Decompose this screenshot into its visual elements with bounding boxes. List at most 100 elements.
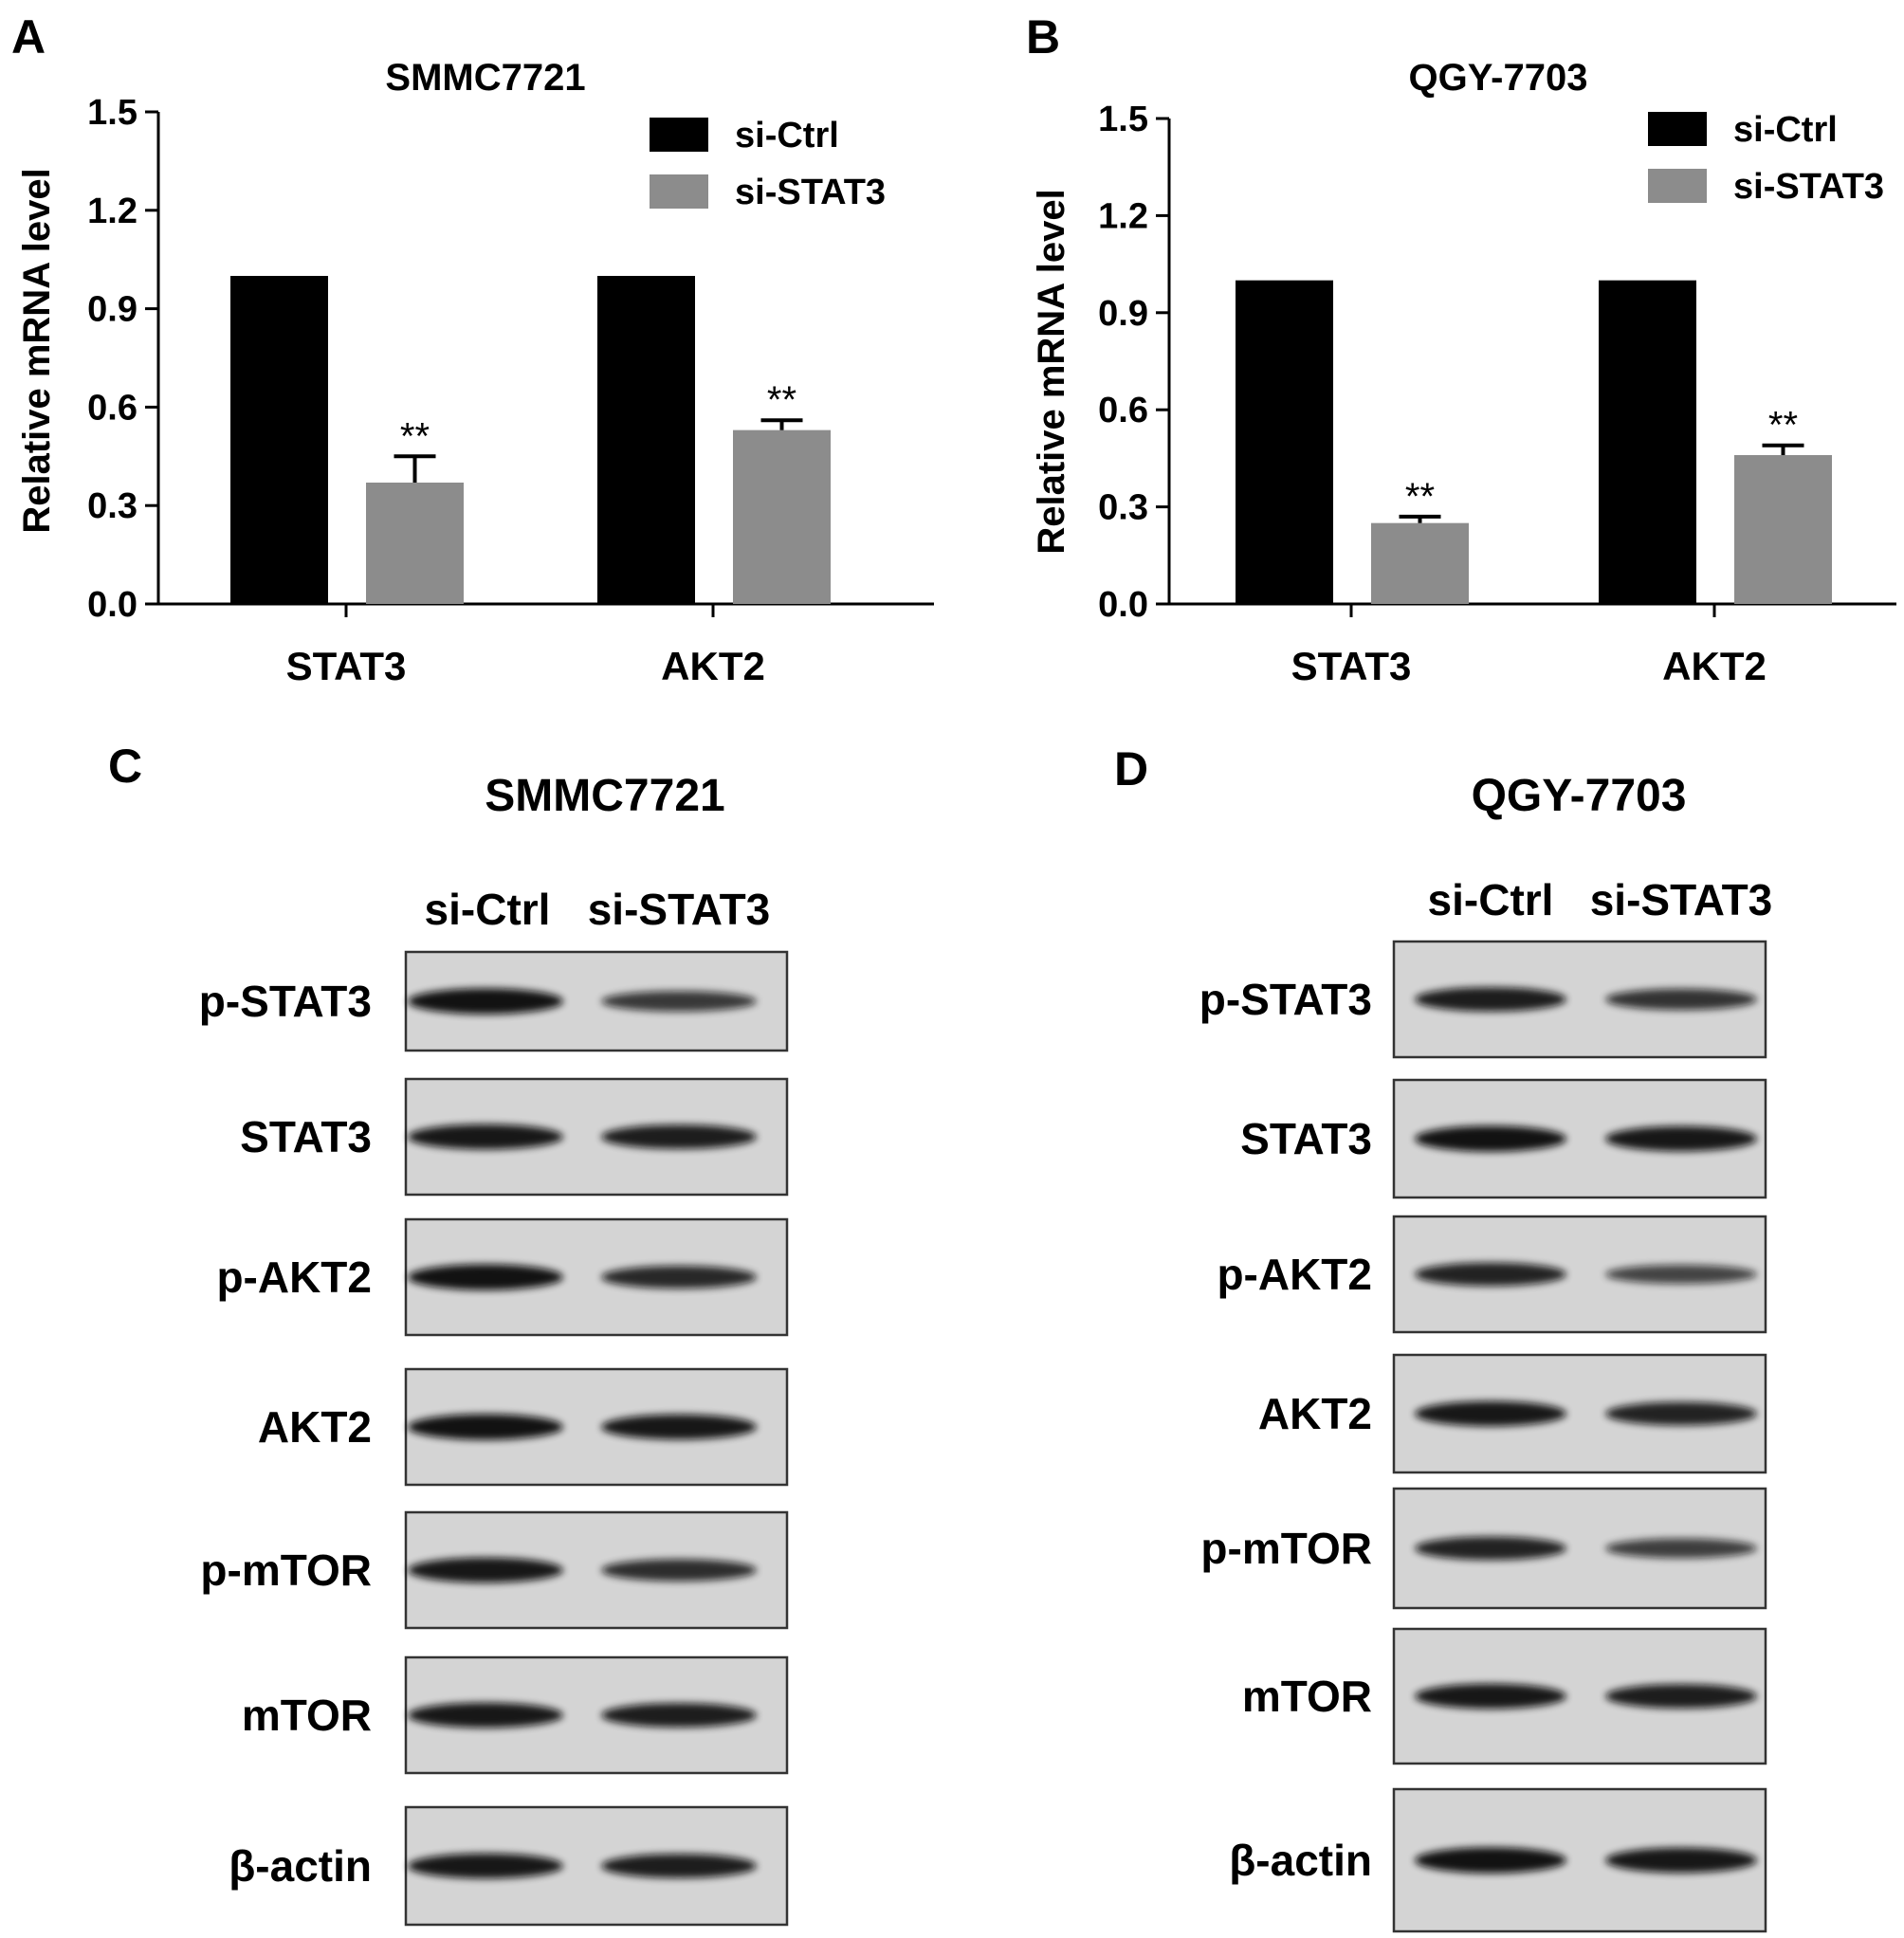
blot-band: [1415, 1847, 1566, 1874]
blot-band: [408, 988, 563, 1015]
blot-band: [601, 1854, 757, 1878]
blot-row: p-STAT3: [199, 950, 789, 1052]
blot-row-label: β-actin: [1229, 1836, 1372, 1885]
blot-band: [601, 1266, 757, 1289]
blot-band: [1605, 1265, 1757, 1284]
blot-row: STAT3: [240, 1077, 789, 1197]
blot-row-label: AKT2: [258, 1402, 372, 1452]
y-tick-label: 0.9: [1098, 294, 1148, 334]
blot-band: [1605, 1401, 1757, 1426]
blot-title: QGY-7703: [1472, 771, 1687, 821]
blot-band: [1415, 1536, 1566, 1561]
western-blot-qgy7703: QGY-7703 si-Ctrl si-STAT3 p-STAT3 STAT3 p-A…: [1199, 771, 1773, 1933]
blot-row: p-mTOR: [200, 1510, 789, 1630]
chart-title: SMMC7721: [385, 57, 585, 99]
bar-si-ctrl-stat3: [230, 276, 328, 604]
y-tick-label: 0.0: [87, 585, 137, 625]
bar-si-stat3-stat3: [1371, 522, 1469, 604]
lane-label: si-Ctrl: [1428, 875, 1554, 924]
blot-row-label: p-AKT2: [216, 1252, 372, 1302]
blot-row: mTOR: [242, 1655, 789, 1775]
legend-swatch: [650, 118, 708, 152]
y-tick-label: 1.5: [87, 93, 137, 133]
blot-row: mTOR: [1242, 1627, 1767, 1765]
panel-letter-b: B: [1026, 10, 1060, 64]
legend-label: si-STAT3: [735, 173, 886, 212]
bar-si-ctrl-akt2: [597, 276, 695, 604]
blot-band: [408, 1702, 563, 1728]
blot-band: [408, 1414, 563, 1440]
blot-band: [1605, 1125, 1757, 1152]
lane-label: si-STAT3: [1590, 875, 1773, 924]
blot-band: [1605, 1847, 1757, 1874]
blot-row: AKT2: [1258, 1353, 1767, 1474]
blot-row: β-actin: [229, 1805, 789, 1927]
legend-swatch: [1648, 112, 1707, 146]
blot-band: [408, 1264, 563, 1290]
lane-label: si-Ctrl: [425, 885, 551, 934]
blot-band: [408, 1853, 563, 1879]
blot-band: [601, 1124, 757, 1149]
blot-band: [1415, 1683, 1566, 1709]
blot-row: p-mTOR: [1200, 1487, 1767, 1610]
significance-mark: **: [400, 415, 430, 457]
blot-row: STAT3: [1240, 1078, 1767, 1199]
blot-band: [601, 1559, 757, 1581]
blot-band: [601, 1414, 757, 1440]
blot-row-label: p-mTOR: [1200, 1524, 1372, 1573]
panel-letter-a: A: [11, 10, 46, 64]
blot-band: [1415, 1400, 1566, 1427]
significance-mark: **: [1768, 405, 1798, 447]
blot-row-label: p-AKT2: [1217, 1250, 1372, 1299]
blot-band: [1605, 1538, 1757, 1559]
lane-label: si-STAT3: [588, 885, 771, 934]
blot-band: [408, 1124, 563, 1150]
bar-si-ctrl-akt2: [1599, 280, 1696, 604]
western-blot-smmc7721: SMMC7721 si-Ctrl si-STAT3 p-STAT3 STAT3 p-A…: [199, 771, 789, 1927]
blot-row-label: p-STAT3: [1199, 975, 1372, 1024]
bar-chart-qgy7703: QGY-7703 Relative mRNA level 0.0 0.3 0.6 0.…: [1031, 57, 1896, 688]
blot-row-label: STAT3: [1240, 1114, 1372, 1163]
blot-row-label: AKT2: [1258, 1389, 1372, 1438]
y-tick-label: 0.3: [1098, 488, 1148, 528]
bar-si-stat3-stat3: [366, 482, 464, 604]
blot-band: [1415, 987, 1566, 1012]
bar-chart-smmc7721: SMMC7721 Relative mRNA level 0.0 0.3 0.6 0.…: [16, 57, 934, 688]
panel-letter-c: C: [108, 740, 142, 793]
y-axis-label: Relative mRNA level: [16, 168, 58, 533]
blot-band: [1605, 1684, 1757, 1709]
chart-title: QGY-7703: [1408, 57, 1587, 99]
blot-row: AKT2: [258, 1367, 789, 1487]
blot-row-label: p-STAT3: [199, 977, 372, 1026]
legend-swatch: [650, 174, 708, 209]
y-tick-label: 1.2: [87, 192, 137, 231]
blot-band: [1605, 988, 1757, 1011]
blot-row-label: mTOR: [1242, 1672, 1372, 1721]
blot-row-label: p-mTOR: [200, 1545, 372, 1595]
legend-label: si-STAT3: [1733, 167, 1884, 207]
bar-si-stat3-akt2: [733, 430, 831, 604]
blot-row: p-AKT2: [216, 1217, 789, 1337]
y-tick-label: 0.6: [87, 388, 137, 428]
blot-row-label: mTOR: [242, 1691, 372, 1740]
blot-band: [1415, 1262, 1566, 1287]
y-tick-label: 0.0: [1098, 585, 1148, 625]
blot-band: [1415, 1125, 1566, 1152]
panel-letter-d: D: [1114, 742, 1148, 795]
blot-row: p-STAT3: [1199, 940, 1767, 1059]
y-tick-label: 0.3: [87, 486, 137, 526]
y-tick-label: 0.9: [87, 290, 137, 330]
x-tick-label: STAT3: [1291, 644, 1412, 688]
blot-row-label: β-actin: [229, 1841, 372, 1891]
blot-row: p-AKT2: [1217, 1215, 1767, 1334]
significance-mark: **: [1405, 476, 1435, 518]
x-tick-label: AKT2: [661, 644, 765, 688]
blot-band: [601, 1703, 757, 1728]
bar-si-stat3-akt2: [1734, 454, 1832, 604]
blot-row: β-actin: [1229, 1787, 1767, 1933]
x-tick-label: STAT3: [286, 644, 407, 688]
x-tick-label: AKT2: [1662, 644, 1767, 688]
legend-swatch: [1648, 169, 1707, 203]
significance-mark: **: [767, 379, 796, 421]
